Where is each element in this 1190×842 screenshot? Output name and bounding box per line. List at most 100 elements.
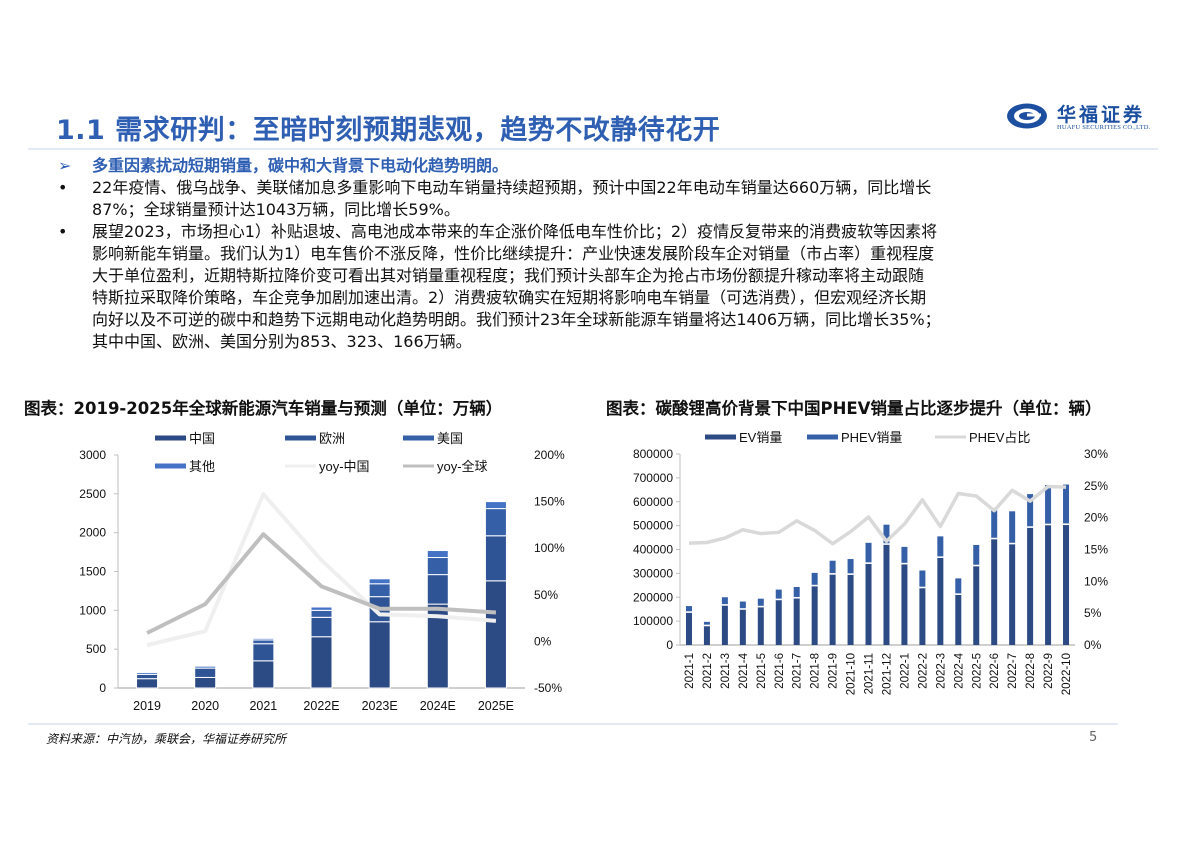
bar-segment-中国 [136, 678, 159, 689]
summary-point: • 展望2023，市场担心1）补贴退坡、高电池成本带来的车企涨价降低电车性价比；… [56, 221, 1166, 353]
y-tick-label: 600000 [633, 495, 673, 509]
summary-lead: ➢ 多重因素扰动短期销量，碳中和大背景下电动化趋势明朗。 [56, 155, 1166, 177]
page-title: 1.1 需求研判：至暗时刻预期悲观，趋势不改静待花开 [56, 115, 721, 146]
bar-segment-其他 [368, 578, 391, 585]
bar-phev [1027, 494, 1034, 527]
y2-tick-label: 30% [1084, 447, 1108, 461]
legend-label: 欧洲 [319, 431, 345, 446]
footer-divider [28, 723, 1118, 725]
x-tick-label: 2022-7 [1007, 653, 1019, 689]
x-tick-label: 2021-12 [881, 653, 893, 695]
x-tick-label: 2021-5 [756, 653, 768, 689]
legend-swatch [935, 435, 966, 439]
x-tick-label: 2021 [249, 699, 277, 713]
bar-phev [793, 586, 800, 597]
bar-ev [703, 625, 710, 645]
legend-swatch [155, 435, 186, 441]
point-line: 大于单位盈利，近期特斯拉降价变可看出其对销量重视程度；我们预计头部车企为抢占市场… [92, 266, 925, 285]
bar-phev [1063, 484, 1070, 524]
bar-ev [973, 565, 980, 645]
legend-swatch [285, 464, 316, 468]
legend-swatch [155, 463, 186, 469]
legend-swatch [403, 435, 434, 441]
x-tick-label: 2021-4 [738, 652, 750, 688]
bar-phev [685, 606, 692, 612]
x-tick-label: 2021-7 [792, 653, 804, 689]
y2-tick-label: 150% [534, 495, 565, 509]
x-tick-label: 2022-5 [971, 653, 983, 689]
bar-phev [721, 597, 728, 605]
y2-tick-label: 0% [1084, 638, 1102, 652]
bar-segment-欧洲 [426, 574, 449, 605]
right-chart-title: 图表：碳酸锂高价背景下中国PHEV销量占比逐步提升（单位：辆） [606, 399, 1102, 418]
x-tick-label: 2021-3 [720, 653, 732, 689]
y-tick-label: 200000 [633, 590, 673, 604]
bar-segment-欧洲 [194, 667, 217, 678]
legend-swatch [705, 434, 736, 440]
page-number: 5 [1089, 730, 1098, 745]
y-tick-label: 2500 [79, 487, 106, 501]
x-tick-label: 2022-4 [953, 652, 965, 688]
bar-segment-欧洲 [484, 535, 507, 582]
y-tick-label: 800000 [633, 447, 673, 461]
bar-segment-中国 [194, 676, 217, 689]
bar-ev [1027, 527, 1034, 645]
bar-ev [1063, 524, 1070, 645]
bar-phev [1009, 511, 1016, 543]
logo-en-text: HUAFU SECURITIES CO.,LTD. [1057, 124, 1151, 131]
bar-segment-美国 [368, 583, 391, 598]
y-tick-label: 2000 [79, 526, 106, 540]
point-line: 87%；全球销量预计达1043万辆，同比增长59%。 [92, 200, 460, 219]
y2-tick-label: 25% [1084, 479, 1108, 493]
point-line: 特斯拉采取降价策略，车企竞争加剧加速出清。2）消费疲软确实在短期将影响电车销量（… [92, 288, 927, 307]
company-logo: 华福证券 HUAFU SECURITIES CO.,LTD. [1005, 98, 1155, 138]
x-tick-label: 2021-11 [864, 653, 876, 694]
x-tick-label: 2023E [362, 699, 398, 713]
legend-label: 中国 [189, 431, 215, 446]
bar-segment-中国 [484, 580, 507, 689]
x-tick-label: 2022-2 [917, 653, 929, 689]
bar-ev [937, 557, 944, 645]
x-tick-label: 2022-6 [989, 653, 1001, 689]
legend-swatch [403, 464, 434, 468]
bar-segment-美国 [426, 557, 449, 576]
point-line: 22年疫情、俄乌战争、美联储加息多重影响下电动车销量持续超预期，预计中国22年电… [92, 178, 932, 197]
x-tick-label: 2021-2 [702, 653, 714, 689]
x-tick-label: 2020 [191, 699, 219, 713]
y-tick-label: 300000 [633, 566, 673, 580]
legend-swatch [807, 434, 838, 440]
y-tick-label: 700000 [633, 471, 673, 485]
summary-section: ➢ 多重因素扰动短期销量，碳中和大背景下电动化趋势明朗。 • 22年疫情、俄乌战… [56, 155, 1166, 353]
legend-label: yoy-中国 [319, 459, 370, 474]
bar-phev [901, 546, 908, 563]
y-tick-label: 500000 [633, 519, 673, 533]
title-divider [28, 148, 1158, 150]
bar-phev [847, 559, 854, 574]
y2-tick-label: 20% [1084, 511, 1108, 525]
x-tick-label: 2021-1 [684, 653, 696, 689]
bar-phev [919, 570, 926, 587]
bar-ev [1009, 543, 1016, 645]
bar-phev [811, 572, 818, 585]
bar-phev [973, 544, 980, 565]
y2-tick-label: 10% [1084, 574, 1108, 588]
bar-ev [865, 563, 872, 645]
bar-ev [1045, 524, 1052, 645]
bar-ev [721, 605, 728, 645]
y-tick-label: 1500 [79, 565, 106, 579]
y-tick-label: 400000 [633, 543, 673, 557]
bar-ev [685, 612, 692, 645]
line-phev-share [688, 484, 1067, 546]
y2-tick-label: 200% [534, 448, 565, 462]
bar-ev [955, 594, 962, 645]
dot-bullet-icon: • [58, 222, 68, 241]
bar-ev [847, 574, 854, 645]
x-tick-label: 2021-6 [774, 653, 786, 689]
point-line: 展望2023，市场担心1）补贴退坡、高电池成本带来的车企涨价降低电车性价比；2）… [92, 222, 938, 241]
y2-tick-label: 100% [534, 541, 565, 555]
bar-ev [757, 606, 764, 645]
huafu-logo-icon [1007, 103, 1047, 129]
china-phev-share-chart: 800000 700000 600000 500000 400000 300000 2000… [633, 430, 1108, 695]
bar-ev [811, 585, 818, 645]
y2-tick-label: 0% [534, 634, 552, 648]
